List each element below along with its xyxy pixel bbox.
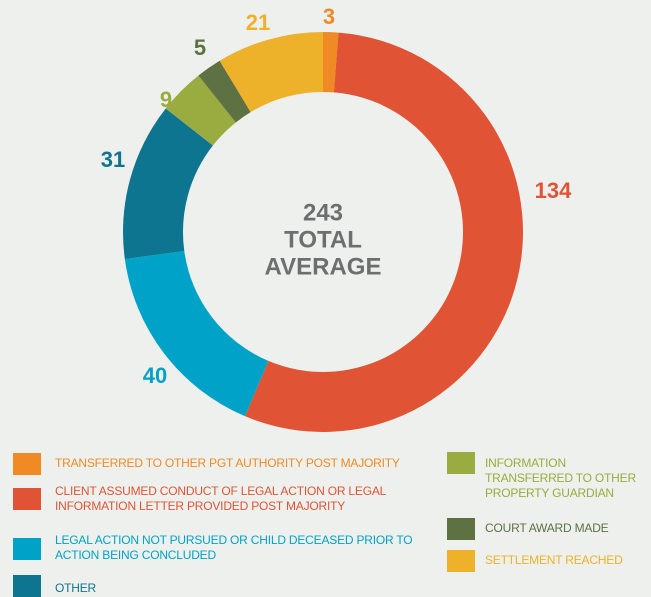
slice (123, 108, 213, 260)
slice (165, 75, 236, 146)
slice (124, 250, 269, 417)
data-label: 31 (101, 147, 125, 172)
data-label: 21 (246, 10, 270, 35)
legend-label: COURT AWARD MADE (485, 521, 609, 535)
slice (198, 60, 251, 123)
legend-swatch (13, 488, 41, 510)
center-total: 243 (303, 199, 343, 226)
slice (244, 32, 524, 432)
data-label: 40 (143, 363, 167, 388)
legend-label: TRANSFERRED TO OTHER PGT AUTHORITY POST … (55, 456, 400, 470)
center-text: AVERAGE (265, 253, 382, 280)
legend-label: CLIENT ASSUMED CONDUCT OF LEGAL ACTION O… (55, 484, 386, 513)
data-label: 5 (194, 35, 206, 60)
legend-label: SETTLEMENT REACHED (485, 553, 623, 567)
legend-label: INFORMATION TRANSFERRED TO OTHER PROPERT… (485, 456, 636, 500)
legend-swatch (447, 452, 475, 474)
data-label: 9 (160, 87, 172, 112)
legend-swatch (447, 550, 475, 572)
legend-label: OTHER (55, 581, 97, 595)
legend-swatch (13, 575, 41, 597)
data-label: 3 (323, 4, 335, 29)
center-text: TOTAL (284, 226, 362, 253)
legend-label: LEGAL ACTION NOT PURSUED OR CHILD DECEAS… (55, 533, 413, 562)
legend-swatch (447, 518, 475, 540)
legend-swatch (13, 538, 41, 560)
legend-swatch (13, 453, 41, 475)
slice (323, 32, 339, 93)
data-label: 134 (535, 178, 572, 203)
slice (219, 32, 323, 113)
chart: 243 TOTAL AVERAGE 3 134 40 31 9 5 21 (101, 4, 572, 432)
